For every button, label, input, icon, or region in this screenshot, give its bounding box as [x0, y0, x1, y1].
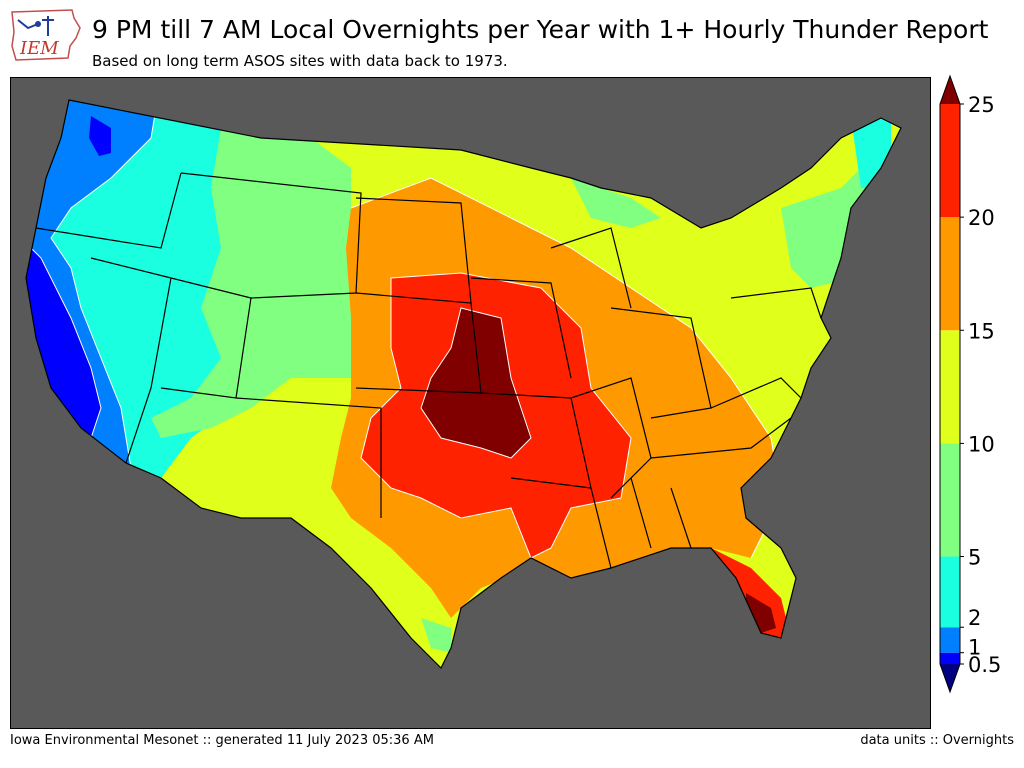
- colorbar-tick-label: 1: [968, 636, 981, 660]
- colorbar-tick-label: 0.5: [968, 653, 1001, 677]
- contour-map: [25, 99, 902, 670]
- colorbar-segment: [940, 443, 960, 557]
- colorbar-over-arrow: [940, 76, 960, 104]
- colorbar-segment: [940, 104, 960, 218]
- colorbar-tick-label: 20: [968, 206, 995, 230]
- colorbar-tick-label: 25: [968, 93, 995, 117]
- colorbar-segment: [940, 217, 960, 331]
- map-panel: [10, 77, 931, 729]
- map-title: 9 PM till 7 AM Local Overnights per Year…: [92, 15, 989, 44]
- colorbar-segment: [940, 556, 960, 628]
- footer-credit: Iowa Environmental Mesonet :: generated …: [10, 733, 434, 748]
- colorbar-tick-label: 15: [968, 319, 995, 343]
- colorbar-under-arrow: [940, 664, 960, 692]
- map-subtitle: Based on long term ASOS sites with data …: [92, 52, 508, 70]
- colorbar-tick-label: 2: [968, 606, 981, 630]
- footer-units: data units :: Overnights: [860, 733, 1014, 748]
- logo-text: IEM: [19, 38, 59, 59]
- colorbar-segment: [940, 652, 960, 664]
- iem-logo: IEM: [8, 6, 84, 66]
- colorbar-segment: [940, 330, 960, 444]
- colorbar-tick-label: 5: [968, 546, 981, 570]
- colorbar-tick-label: 10: [968, 432, 995, 456]
- colorbar-segment: [940, 627, 960, 653]
- legend-colorbar: 0.5 1 2 5 10 15 20 25: [934, 74, 1024, 696]
- iowa-state-outline-icon: [11, 9, 81, 61]
